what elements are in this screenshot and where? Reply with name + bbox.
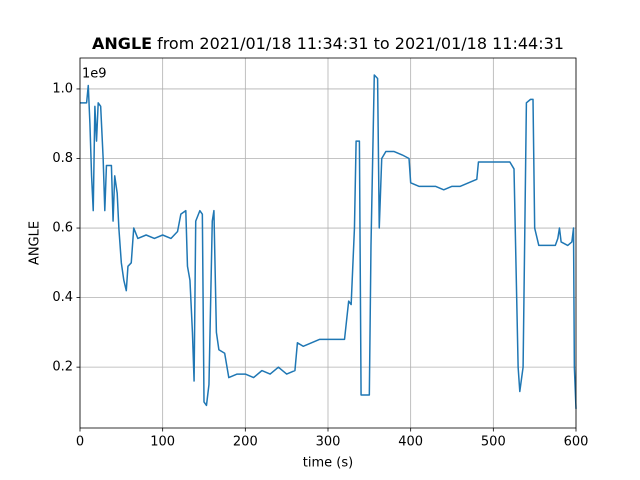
chart-title: ANGLE from 2021/01/18 11:34:31 to 2021/01… [92,34,564,53]
x-tick-label: 200 [233,435,258,450]
y-tick-label: 0.4 [52,290,73,305]
x-axis-label: time (s) [303,456,353,471]
title-rest: from 2021/01/18 11:34:31 to 2021/01/18 1… [157,34,564,53]
y-tick-label: 1.0 [52,81,73,96]
y-offset-label: 1e9 [82,67,107,82]
y-tick-label: 0.8 [52,151,73,166]
title-name: ANGLE [92,34,152,53]
plot-frame [79,57,577,429]
x-tick-label: 0 [76,435,84,450]
x-tick-label: 300 [316,435,341,450]
x-tick-label: 400 [398,435,423,450]
y-tick-label: 0.2 [52,360,73,375]
x-tick-label: 600 [564,435,589,450]
x-tick-label: 500 [481,435,506,450]
y-tick-label: 0.6 [52,221,73,236]
data-line [80,74,577,409]
y-axis-label: ANGLE [28,221,43,265]
x-tick-label: 100 [150,435,175,450]
